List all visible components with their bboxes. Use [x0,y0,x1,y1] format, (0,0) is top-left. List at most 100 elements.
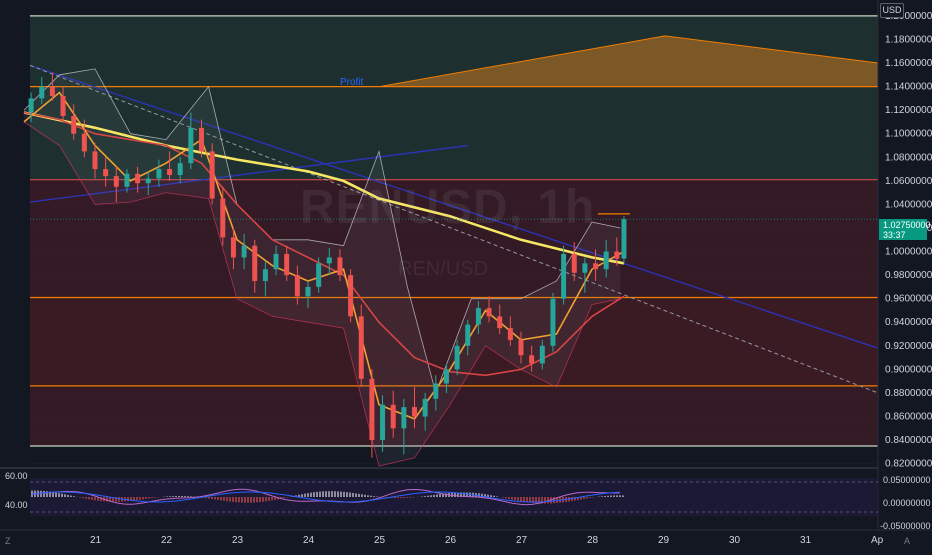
candle-body [497,316,503,329]
price-tick-label: 1.00000000 [885,247,932,258]
osc-right-tick-low: -0.05000000 [880,521,931,531]
price-tick-label: 0.82000000 [885,459,932,470]
profit-label: Profit [340,77,364,88]
candle-body [561,253,567,299]
candle-body [539,345,545,364]
candle-body [529,355,535,364]
candle-body [92,151,98,170]
candle-body [603,251,609,270]
candle-body [390,404,396,429]
descending-trendline [29,64,879,349]
candle-body [49,86,55,97]
candle-body [305,286,311,297]
zoom-icon[interactable]: Z [5,536,11,546]
time-tick-label: 29 [658,535,670,546]
price-tick-label: 1.10000000 [885,129,932,140]
candle-body [337,257,343,276]
time-tick-label: Ap [871,535,884,546]
candle-body [369,378,375,441]
symbol-watermark: RENUSD, 1h [300,181,596,234]
candle-body [167,169,173,175]
time-tick-label: 27 [516,535,528,546]
moving-average-1 [23,111,625,377]
candle-body [443,369,449,384]
rising-trendline [29,144,469,203]
osc-tick-40: 40.00 [5,500,28,510]
candle-body [39,86,45,99]
candle-body [348,275,354,317]
profit-projection [380,35,878,87]
candle-body [60,96,66,117]
candle-body [113,176,119,187]
candle-body [284,253,290,276]
moving-average-0 [23,111,625,265]
candle-body [273,253,279,270]
candle-body [465,324,471,346]
price-tick-label: 1.14000000 [885,82,932,93]
candle-body [262,269,268,282]
candle-body [294,275,300,297]
price-tick-label: 1.08000000 [885,152,932,163]
candle-body [156,169,162,179]
price-tick-label: 1.16000000 [885,58,932,69]
pair-watermark: REN/USD [398,258,489,280]
osc-right-tick-zero: 0.00000000 [883,498,931,508]
candle-body [81,133,87,152]
currency-badge[interactable]: USD [880,3,904,18]
candle-body [209,151,215,199]
time-tick-label: 24 [303,535,315,546]
candle-body [550,298,556,346]
last-price-value: 1.02750000 [883,220,931,230]
envelope-fill [24,68,621,467]
osc-line-macd [31,491,621,503]
time-tick-label: 26 [445,535,457,546]
candle-body [475,308,481,325]
candle-body [241,245,247,258]
zone-lower-band [30,297,878,386]
price-tick-label: 1.18000000 [885,34,932,45]
profit-projection-edge [379,35,879,88]
candle-body [358,316,364,379]
osc-tick-60: 60.00 [5,471,28,481]
candle-body [614,251,620,259]
candle-body [326,257,332,264]
candle-body [422,398,428,417]
candle-body [177,163,183,175]
price-tick-label: 1.20000000 [885,11,932,22]
candle-body [571,253,577,273]
candle-body [199,127,204,152]
time-tick-label: 31 [800,535,812,546]
candle-body [412,407,417,417]
candle-body [401,407,407,429]
candle-body [220,198,226,238]
last-price-tag: 1.02750000 33:37 [879,219,931,240]
time-tick-label: 22 [161,535,173,546]
candle-body [28,98,34,113]
time-tick-label: 21 [90,535,102,546]
candle-body [71,116,77,134]
auto-scale-icon[interactable]: A [904,536,911,546]
candle-body [135,173,141,184]
envelope-lower [23,121,621,467]
candle-body [316,263,322,287]
oscillator-bg [30,478,878,516]
price-tick-label: 1.12000000 [885,105,932,116]
candle-body [252,245,258,282]
osc-right-tick-high: 0.05000000 [883,475,931,485]
candle-body [433,383,439,399]
candle-body [621,219,627,259]
dashed-trendline [29,64,879,394]
envelope-upper [23,68,621,395]
candle-body [124,173,130,187]
candle-body [145,178,151,184]
candle-body [188,127,194,164]
